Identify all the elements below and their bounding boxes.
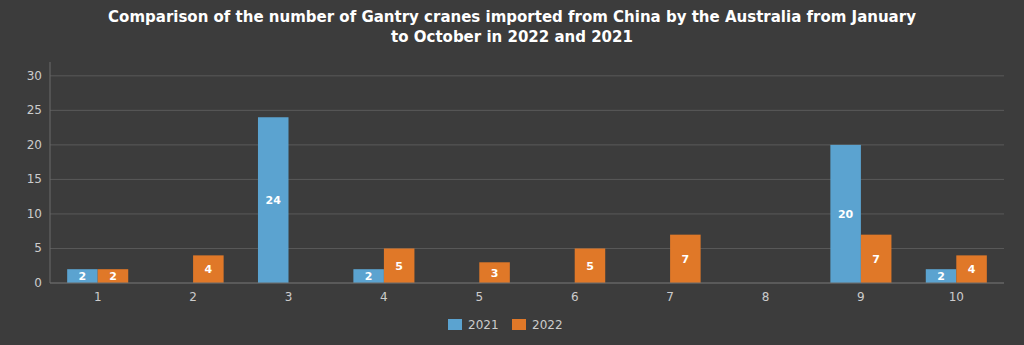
bar (98, 269, 129, 283)
bar (956, 255, 987, 283)
data-label: 4 (205, 263, 213, 276)
x-tick-label: 7 (666, 290, 674, 304)
x-axis-line (50, 283, 1004, 284)
y-tick-label: 5 (34, 241, 42, 255)
x-tick-label: 10 (949, 290, 964, 304)
legend-label: 2022 (532, 318, 563, 332)
legend-swatch (512, 319, 526, 330)
data-label: 5 (395, 260, 403, 273)
x-tick-label: 8 (762, 290, 770, 304)
data-label: 2 (365, 270, 373, 283)
x-tick-label: 3 (285, 290, 293, 304)
data-label: 2 (79, 270, 87, 283)
bar (353, 269, 384, 283)
bar (67, 269, 98, 283)
bar (193, 255, 224, 283)
data-label: 2 (937, 270, 945, 283)
legend-label: 2021 (468, 318, 499, 332)
chart: Comparison of the number of Gantry crane… (0, 0, 1024, 345)
data-label: 20 (838, 208, 854, 221)
bars (67, 117, 987, 283)
y-tick-label: 25 (27, 103, 42, 117)
x-tick-label: 1 (94, 290, 102, 304)
data-label: 5 (586, 260, 594, 273)
bar (926, 269, 957, 283)
data-labels: 224220224535774 (79, 194, 976, 283)
data-label: 7 (682, 253, 690, 266)
bar (670, 235, 701, 283)
y-tick-label: 10 (27, 207, 42, 221)
title: Comparison of the number of Gantry crane… (108, 8, 916, 46)
bar (830, 145, 861, 283)
x-tick-label: 6 (571, 290, 579, 304)
data-label: 2 (109, 270, 117, 283)
bar (479, 262, 510, 283)
grid-line (50, 75, 1004, 76)
bar (258, 117, 289, 283)
y-axis-line (50, 62, 51, 283)
data-label: 4 (968, 263, 976, 276)
legend: 2021 2022 (448, 318, 563, 332)
grid-line (50, 110, 1004, 111)
bar (575, 248, 606, 283)
data-label: 3 (491, 267, 499, 280)
y-tick-label: 0 (34, 276, 42, 290)
y-tick-label: 30 (27, 69, 42, 83)
data-label: 7 (872, 253, 880, 266)
bar (861, 235, 892, 283)
x-tick-label: 2 (189, 290, 197, 304)
x-tick-label: 5 (475, 290, 483, 304)
data-label: 24 (266, 194, 282, 207)
y-tick-label: 20 (27, 138, 42, 152)
x-tick-label: 4 (380, 290, 388, 304)
grid-line (50, 283, 1004, 284)
y-tick-label: 15 (27, 172, 42, 186)
background (0, 0, 1024, 345)
bar (384, 248, 415, 283)
legend-swatch (448, 319, 462, 330)
x-tick-label: 9 (857, 290, 865, 304)
